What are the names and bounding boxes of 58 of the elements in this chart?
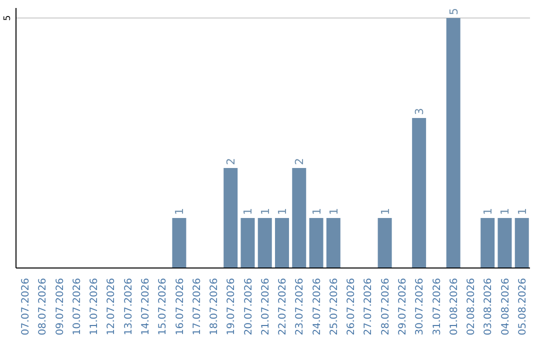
x-tick-label: 21.07.2026 <box>260 278 272 336</box>
x-tick-label: 23.07.2026 <box>294 278 306 336</box>
x-tick-label: 10.07.2026 <box>72 278 83 336</box>
bar <box>480 218 495 268</box>
x-tick-label: 14.07.2026 <box>140 278 152 336</box>
data-label: 5 <box>447 8 460 15</box>
x-tick-label: 05.08.2026 <box>517 278 528 336</box>
data-label: 2 <box>293 158 306 165</box>
x-tick-label: 09.07.2026 <box>54 278 66 336</box>
x-tick-label: 08.07.2026 <box>38 278 49 336</box>
bar <box>258 218 272 268</box>
x-tick-label: 13.07.2026 <box>123 278 134 336</box>
data-label: 1 <box>482 208 495 215</box>
bar <box>514 218 529 268</box>
data-label: 1 <box>327 208 340 215</box>
x-tick-label: 15.07.2026 <box>158 278 169 336</box>
x-tick-label: 02.08.2026 <box>466 278 478 336</box>
data-label: 2 <box>224 158 238 165</box>
x-tick-label: 12.07.2026 <box>106 278 118 336</box>
bar <box>326 218 340 268</box>
bar <box>309 218 324 268</box>
x-tick-label: 03.08.2026 <box>483 278 494 336</box>
bar <box>378 218 392 268</box>
x-tick-label: 01.08.2026 <box>448 278 460 336</box>
bar <box>240 218 255 268</box>
data-label: 1 <box>173 208 186 215</box>
x-tick-label: 20.07.2026 <box>243 278 254 336</box>
data-label: 1 <box>242 208 255 215</box>
data-label: 3 <box>413 108 426 115</box>
x-tick-label: 27.07.2026 <box>363 278 374 336</box>
data-label: 1 <box>516 208 529 215</box>
x-tick-label: 19.07.2026 <box>226 278 238 336</box>
x-tick-label: 26.07.2026 <box>346 278 358 336</box>
x-tick-label: 11.07.2026 <box>89 278 100 336</box>
data-label: 1 <box>498 208 512 215</box>
x-tick-label: 29.07.2026 <box>398 278 408 336</box>
x-tick-label: 22.07.2026 <box>278 278 289 336</box>
x-tick-label: 04.08.2026 <box>500 278 512 336</box>
x-tick-label: 17.07.2026 <box>192 278 203 336</box>
x-tick-label: 16.07.2026 <box>174 278 186 336</box>
bar <box>292 168 306 268</box>
data-label: 1 <box>276 208 289 215</box>
x-tick-label: 28.07.2026 <box>380 278 392 336</box>
x-tick-label: 31.07.2026 <box>432 278 443 336</box>
bar <box>275 218 289 268</box>
x-tick-label: 18.07.2026 <box>209 278 220 336</box>
x-tick-label: 30.07.2026 <box>414 278 426 336</box>
bar <box>412 118 426 268</box>
x-tick-label: 25.07.2026 <box>328 278 340 336</box>
bar <box>446 18 460 268</box>
data-label: 1 <box>310 208 324 215</box>
data-label: 1 <box>378 208 392 215</box>
data-label: 1 <box>258 208 272 215</box>
bar <box>498 218 512 268</box>
x-tick-label: 24.07.2026 <box>312 278 323 336</box>
bar <box>172 218 186 268</box>
bar <box>224 168 238 268</box>
x-tick-label: 07.07.2026 <box>20 278 32 336</box>
